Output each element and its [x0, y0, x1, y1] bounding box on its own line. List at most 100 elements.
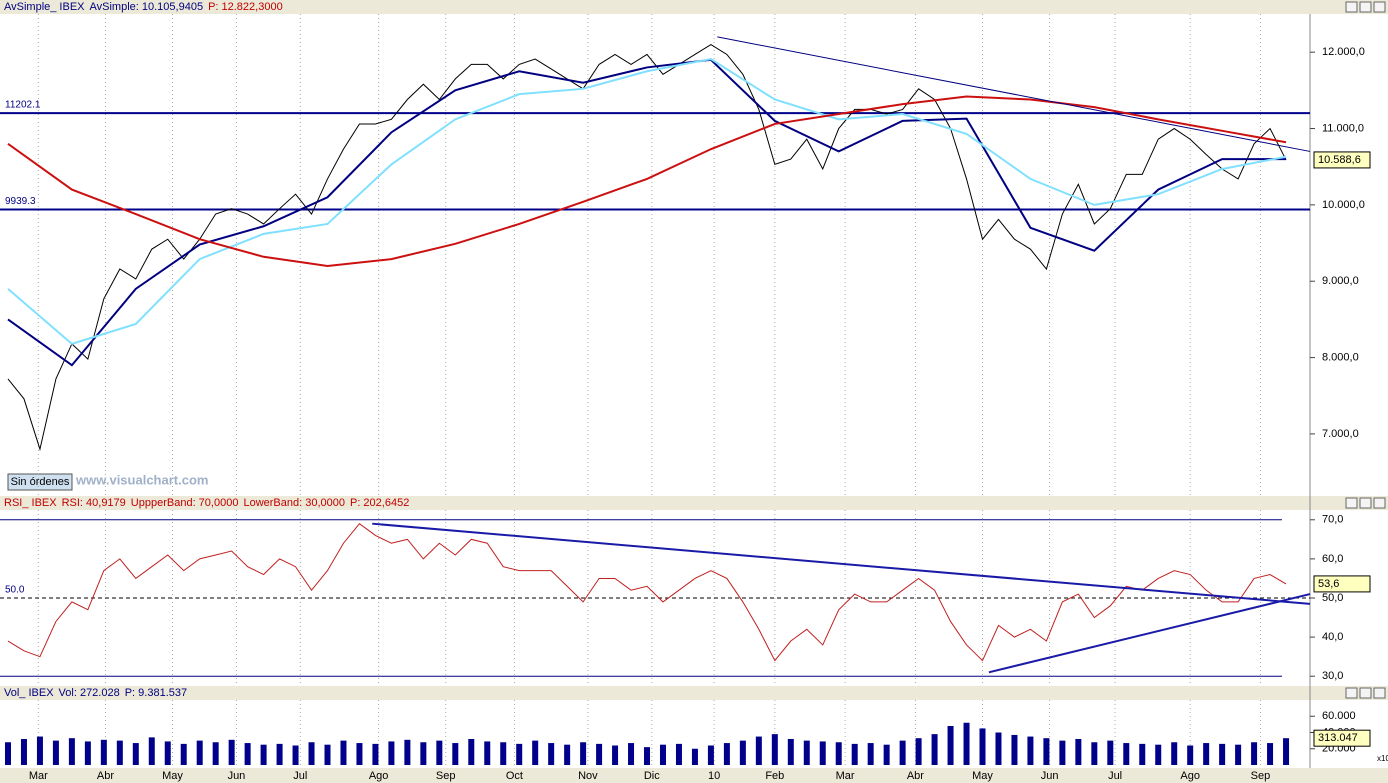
maximize-button[interactable] [1359, 687, 1372, 699]
header-item: LowerBand: 30,0000 [243, 497, 345, 509]
volume-bar [1267, 743, 1274, 765]
volume-bar [1139, 743, 1146, 765]
x-tick-label: Sep [436, 770, 456, 782]
volume-bar [436, 740, 443, 765]
volume-bar [1171, 742, 1178, 765]
volume-bar [931, 734, 938, 765]
volume-bar [675, 743, 682, 765]
volume-bar [979, 728, 986, 765]
minimize-button[interactable] [1345, 497, 1358, 509]
price-header-bar [0, 0, 1388, 14]
volume-bar [867, 743, 874, 765]
volume-bar [1283, 738, 1290, 765]
volume-bar [36, 736, 43, 765]
maximize-button[interactable] [1359, 497, 1372, 509]
volume-bar [691, 748, 698, 765]
volume-bar [883, 744, 890, 765]
trend-line [717, 36, 1311, 152]
volume-bar [132, 743, 139, 765]
header-item: P: 9.381.537 [125, 687, 187, 699]
header-item: RSI: 40,9179 [62, 497, 126, 509]
maximize-button[interactable] [1359, 1, 1372, 13]
series-line [7, 43, 1287, 452]
volume-bar [356, 743, 363, 765]
close-button[interactable] [1373, 1, 1386, 13]
y-tick-label: 70,0 [1322, 514, 1343, 526]
volume-bar [723, 743, 730, 765]
x-tick-label: Oct [506, 770, 523, 782]
volume-bar [468, 739, 475, 765]
trend-line [988, 593, 1311, 674]
volume-bar [1075, 739, 1082, 765]
value-box [1313, 575, 1371, 593]
header-item: P: 12.822,3000 [208, 1, 283, 13]
x-tick-label: Jun [1041, 770, 1059, 782]
volume-bar [803, 740, 810, 765]
volume-bar [292, 745, 299, 765]
volume-bar [995, 732, 1002, 765]
volume-bar [835, 742, 842, 765]
volume-bar [644, 747, 651, 765]
level-label: 9939.3 [5, 196, 36, 207]
volume-bar [947, 726, 954, 765]
header-item: AvSimple: 10.105,9405 [90, 1, 204, 13]
x-tick-label: Jul [1108, 770, 1122, 782]
volume-bar [1219, 743, 1226, 765]
volume-bar [755, 736, 762, 765]
volume-bar [580, 742, 587, 765]
volume-bar [20, 739, 27, 765]
minimize-button[interactable] [1345, 1, 1358, 13]
volume-bar [244, 743, 251, 765]
x-tick-label: Abr [907, 770, 924, 782]
y-tick-label: 8.000,0 [1322, 351, 1359, 363]
volume-bar [1027, 736, 1034, 765]
volume-bar [1043, 738, 1050, 765]
window-buttons [1345, 1, 1386, 699]
watermark: www.visualchart.com [75, 472, 208, 487]
close-button[interactable] [1373, 687, 1386, 699]
volume-bar [1155, 744, 1162, 765]
volume-bar [180, 743, 187, 765]
volume-bar [148, 737, 155, 765]
volume-bar [196, 740, 203, 765]
volume-bar [452, 743, 459, 765]
close-button[interactable] [1373, 497, 1386, 509]
volume-bar [915, 738, 922, 765]
volume-bar [388, 741, 395, 765]
header-item: P: 202,6452 [350, 497, 409, 509]
trend-line [372, 522, 1311, 605]
x-tick-label: Feb [765, 770, 784, 782]
x-tick-label: 10 [708, 770, 720, 782]
volume-bar [100, 739, 107, 765]
volume-bar [659, 744, 666, 765]
volume-bar [4, 742, 11, 765]
volume-bar [68, 738, 75, 765]
volume-bar [1091, 742, 1098, 765]
volume-bar [116, 740, 123, 765]
volume-bar [212, 742, 219, 765]
panel-header: Vol_ IBEX Vol: 272.028 P: 9.381.537 [4, 687, 187, 699]
header-item: Vol_ IBEX [4, 687, 54, 699]
orders-button[interactable] [7, 473, 73, 491]
x-tick-label: Mar [836, 770, 855, 782]
x-axis-bar [0, 768, 1388, 783]
series-line [7, 523, 1287, 662]
volume-bar [1251, 742, 1258, 765]
value-box [1313, 729, 1371, 747]
volume-bar [564, 744, 571, 765]
volume-bar [628, 743, 635, 765]
value-box-label: 10.588,6 [1318, 154, 1361, 166]
y-tick-label: 12.000,0 [1322, 46, 1365, 58]
scale-note: x10 [1377, 754, 1388, 763]
panel-header: AvSimple_ IBEX AvSimple: 10.105,9405 P: 12… [4, 1, 283, 13]
minimize-button[interactable] [1345, 687, 1358, 699]
x-tick-label: Jul [293, 770, 307, 782]
volume-bar [1107, 740, 1114, 765]
volume-bar [260, 744, 267, 765]
volume-bar [1187, 745, 1194, 765]
volume-bar [739, 740, 746, 765]
orders-button-label[interactable]: Sin órdenes [11, 476, 70, 488]
header-item: Vol: 272.028 [59, 687, 120, 699]
x-tick-label: Nov [578, 770, 598, 782]
